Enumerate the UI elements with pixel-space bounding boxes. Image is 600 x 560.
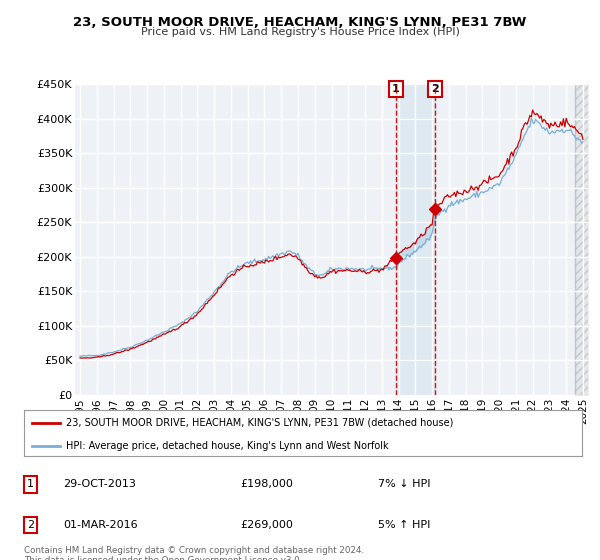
Text: 7% ↓ HPI: 7% ↓ HPI [378,479,431,489]
Text: Contains HM Land Registry data © Crown copyright and database right 2024.
This d: Contains HM Land Registry data © Crown c… [24,546,364,560]
Text: 5% ↑ HPI: 5% ↑ HPI [378,520,430,530]
Text: Price paid vs. HM Land Registry's House Price Index (HPI): Price paid vs. HM Land Registry's House … [140,27,460,37]
Text: 29-OCT-2013: 29-OCT-2013 [63,479,136,489]
Text: 2: 2 [431,84,439,94]
Text: £269,000: £269,000 [240,520,293,530]
Text: 23, SOUTH MOOR DRIVE, HEACHAM, KING'S LYNN, PE31 7BW: 23, SOUTH MOOR DRIVE, HEACHAM, KING'S LY… [73,16,527,29]
Bar [396,84,435,395]
Text: £198,000: £198,000 [240,479,293,489]
Text: 01-MAR-2016: 01-MAR-2016 [63,520,137,530]
Text: 23, SOUTH MOOR DRIVE, HEACHAM, KING'S LYNN, PE31 7BW (detached house): 23, SOUTH MOOR DRIVE, HEACHAM, KING'S LY… [66,418,453,428]
Text: 2: 2 [27,520,34,530]
Text: 1: 1 [27,479,34,489]
Text: 1: 1 [392,84,400,94]
Text: HPI: Average price, detached house, King's Lynn and West Norfolk: HPI: Average price, detached house, King… [66,441,388,451]
